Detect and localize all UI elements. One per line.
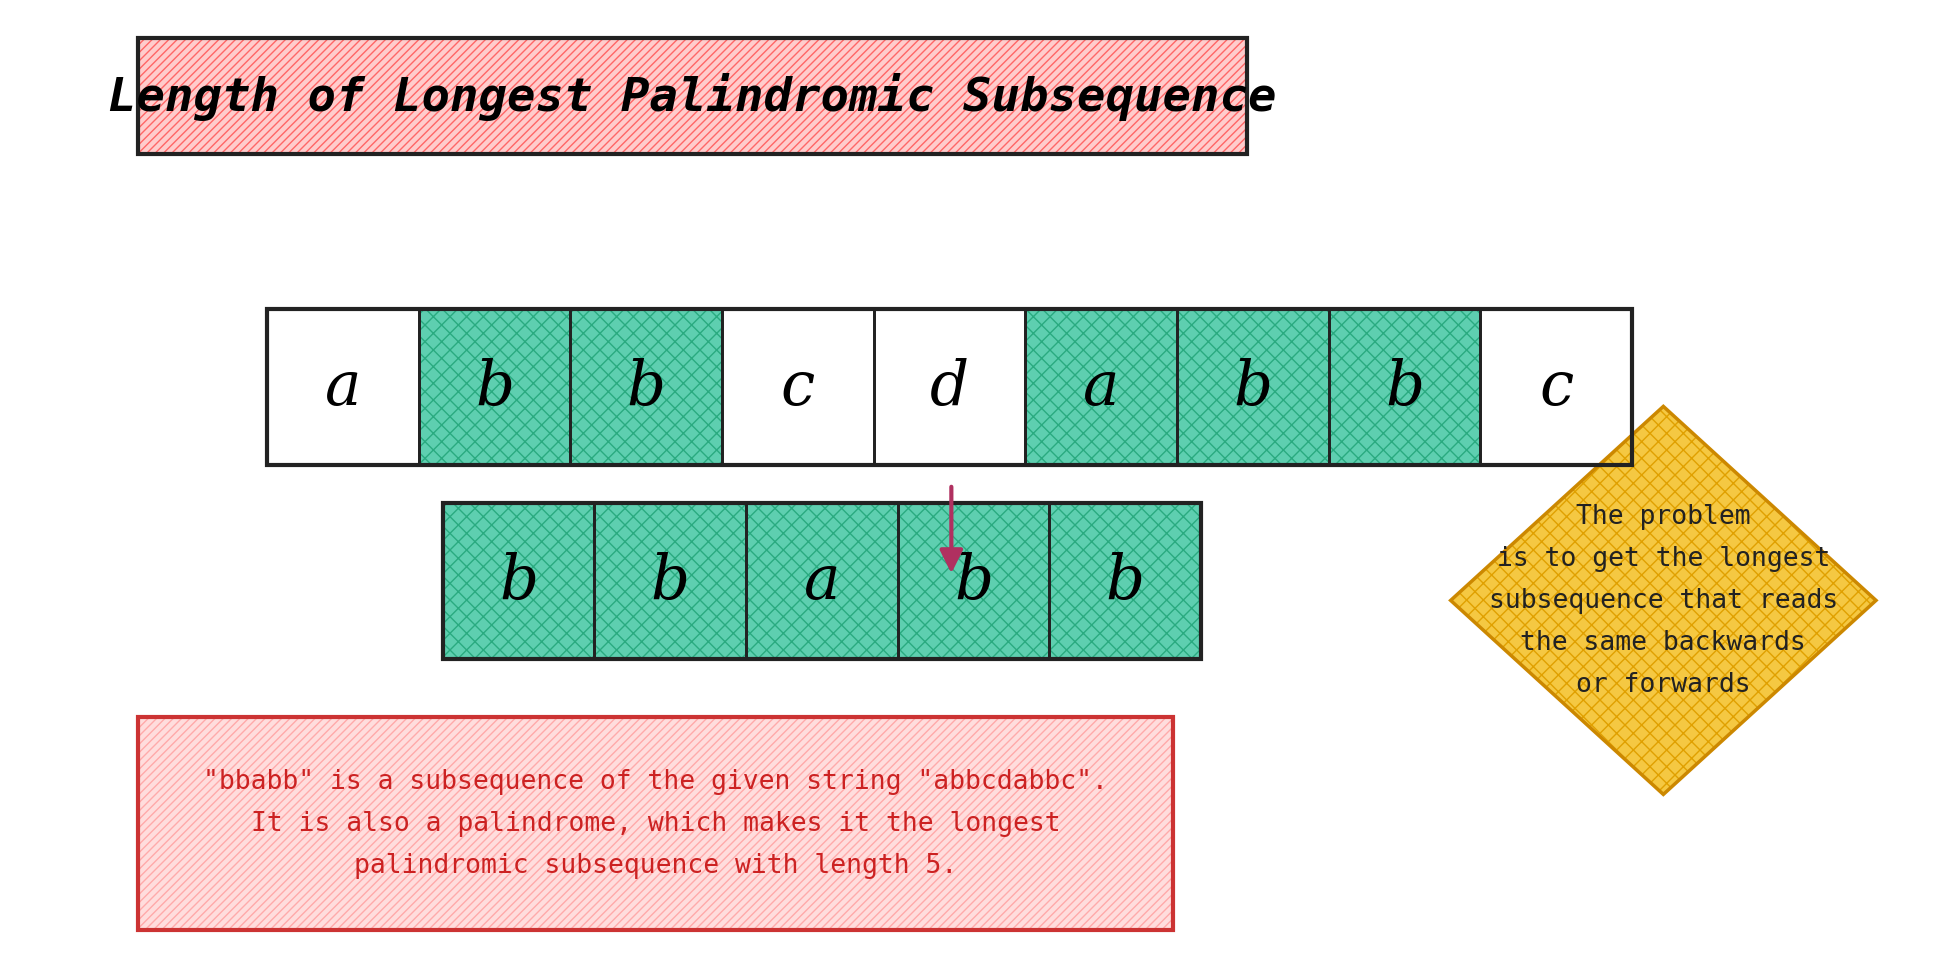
Bar <box>267 310 419 465</box>
Bar <box>571 310 722 465</box>
Bar <box>1049 504 1201 659</box>
Bar <box>1026 310 1178 465</box>
Bar <box>1328 310 1480 465</box>
Text: b: b <box>476 358 515 418</box>
Bar <box>595 504 747 659</box>
Bar <box>1178 310 1328 465</box>
Text: b: b <box>1384 358 1424 418</box>
Bar <box>267 310 1632 465</box>
Bar <box>595 504 747 659</box>
Text: Length of Longest Palindromic Subsequence: Length of Longest Palindromic Subsequenc… <box>107 73 1277 121</box>
Bar <box>747 504 897 659</box>
Text: "bbabb" is a subsequence of the given string "abbcdabbc".
It is also a palindrom: "bbabb" is a subsequence of the given st… <box>203 768 1108 879</box>
Text: b: b <box>1106 551 1145 611</box>
Bar <box>1026 310 1178 465</box>
Bar <box>571 310 722 465</box>
Bar <box>1480 310 1632 465</box>
Text: d: d <box>930 358 969 418</box>
Bar <box>1178 310 1328 465</box>
Bar <box>874 310 1026 465</box>
Bar <box>897 504 1049 659</box>
Text: b: b <box>626 358 665 418</box>
Bar <box>138 717 1174 930</box>
Bar <box>897 504 1049 659</box>
Text: b: b <box>954 551 993 611</box>
Bar <box>443 504 595 659</box>
Text: b: b <box>651 551 690 611</box>
Text: c: c <box>780 358 815 418</box>
Bar <box>1480 310 1632 465</box>
Text: a: a <box>324 358 361 418</box>
Bar <box>1026 310 1178 465</box>
Bar <box>138 717 1174 930</box>
Bar <box>1328 310 1480 465</box>
Text: a: a <box>803 551 840 611</box>
Bar <box>443 504 1201 659</box>
Bar <box>747 504 897 659</box>
Bar <box>897 504 1049 659</box>
Text: b: b <box>499 551 538 611</box>
Bar <box>1049 504 1201 659</box>
Bar <box>874 310 1026 465</box>
Bar <box>1328 310 1480 465</box>
Polygon shape <box>1451 407 1876 795</box>
Bar <box>571 310 722 465</box>
Bar <box>267 310 419 465</box>
Bar <box>443 504 595 659</box>
Polygon shape <box>1451 407 1876 795</box>
Bar <box>138 39 1248 155</box>
Text: b: b <box>1232 358 1271 418</box>
Bar <box>443 504 595 659</box>
Bar <box>138 39 1248 155</box>
Bar <box>1049 504 1201 659</box>
Bar <box>419 310 571 465</box>
Bar <box>595 504 747 659</box>
Bar <box>419 310 571 465</box>
Bar <box>138 39 1248 155</box>
Bar <box>419 310 571 465</box>
Text: The problem
is to get the longest
subsequence that reads
the same backwards
or f: The problem is to get the longest subseq… <box>1488 504 1839 698</box>
Bar <box>722 310 874 465</box>
Text: a: a <box>1082 358 1119 418</box>
Bar <box>747 504 897 659</box>
Bar <box>1178 310 1328 465</box>
Text: c: c <box>1539 358 1574 418</box>
Bar <box>138 717 1174 930</box>
Bar <box>722 310 874 465</box>
